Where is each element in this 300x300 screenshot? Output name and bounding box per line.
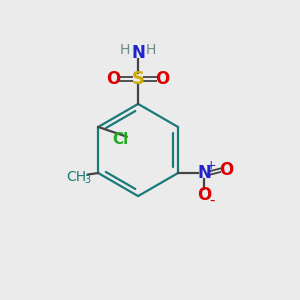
Text: N: N [131, 44, 145, 62]
Text: O: O [197, 186, 211, 204]
Text: 3: 3 [84, 175, 90, 185]
Text: O: O [155, 70, 170, 88]
Text: N: N [197, 164, 211, 182]
Text: CH: CH [66, 170, 86, 184]
Text: -: - [209, 193, 214, 208]
Text: O: O [219, 161, 234, 179]
Text: H: H [119, 43, 130, 57]
Text: Cl: Cl [112, 132, 128, 147]
Text: O: O [106, 70, 121, 88]
Text: S: S [132, 70, 145, 88]
Text: +: + [206, 159, 217, 172]
Text: H: H [146, 43, 156, 57]
